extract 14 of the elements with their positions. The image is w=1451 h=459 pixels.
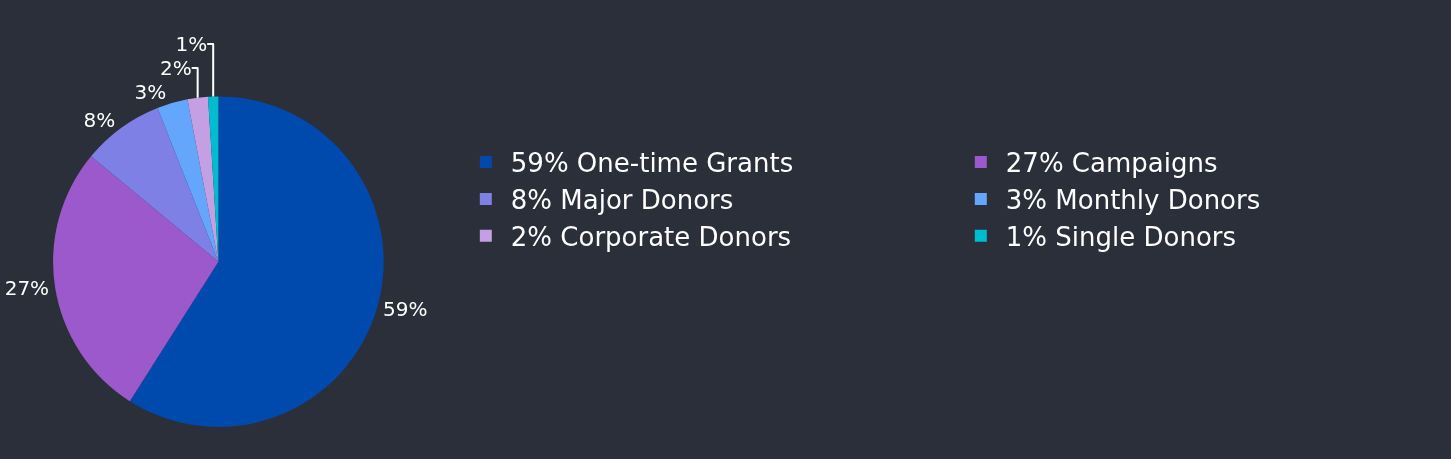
pie-slice [53, 156, 219, 402]
data-label: 2% [159, 55, 192, 80]
data-label: 1% [175, 31, 208, 56]
data-label: 8% [83, 108, 116, 133]
legend-label: 1% Single Donors [1005, 221, 1237, 252]
legend-label: 2% Corporate Donors [510, 221, 792, 252]
data-label: 59% [383, 296, 428, 321]
legend-label: 59% One-time Grants [510, 148, 794, 179]
legend-label: 8% Major Donors [510, 185, 734, 216]
legend-label: 27% Campaigns [1005, 148, 1218, 179]
pie-slice [157, 99, 219, 262]
data-label: 3% [134, 79, 167, 104]
legend-label: 3% Monthly Donors [1005, 185, 1261, 216]
data-label: 27% [4, 275, 50, 300]
